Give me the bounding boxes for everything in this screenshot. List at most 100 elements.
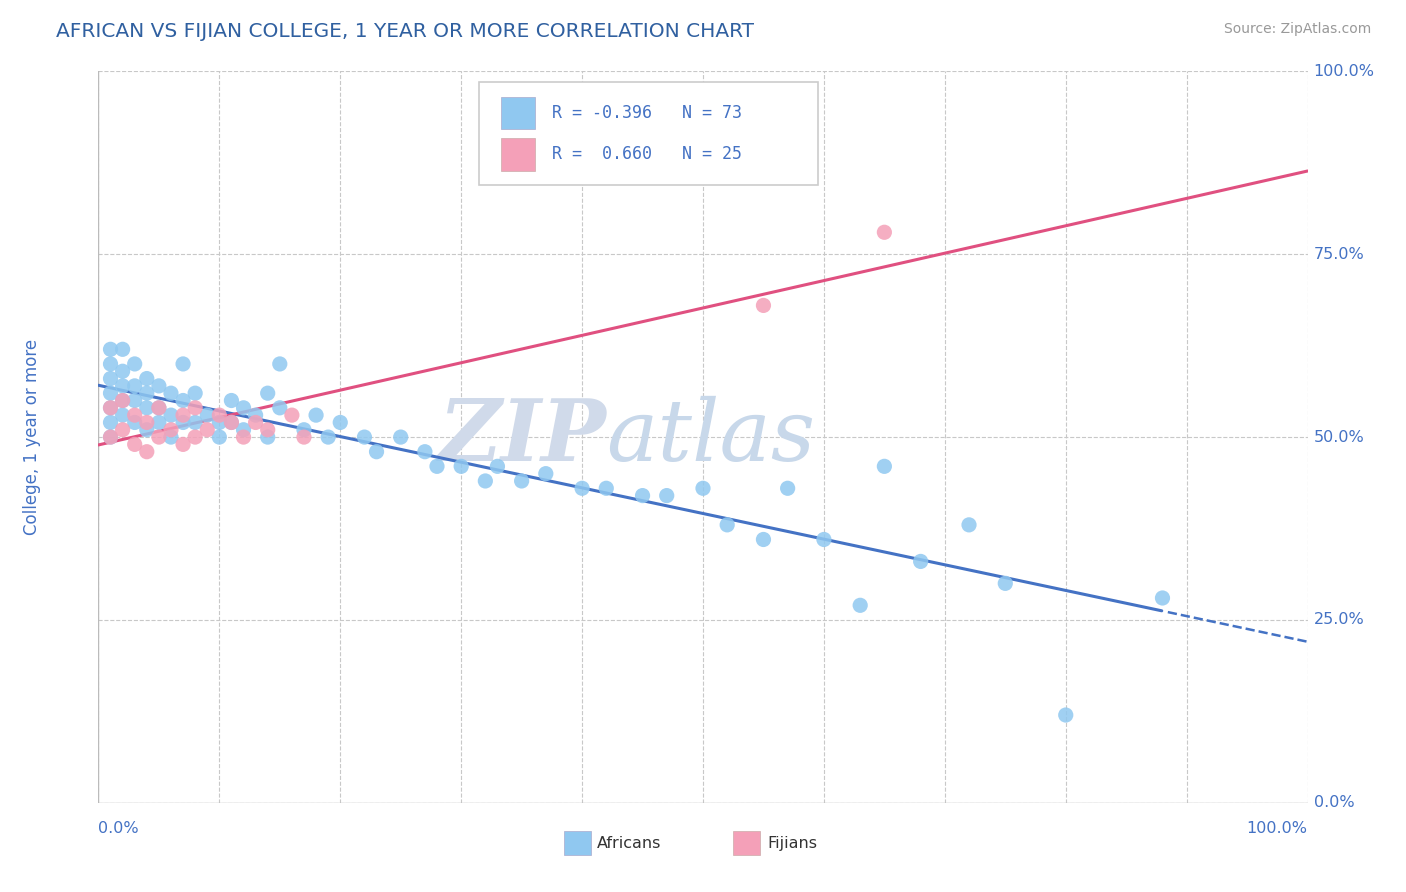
Bar [564,831,591,855]
Point [148,379,170,393]
Point [813,533,835,547]
Point [124,393,146,408]
Point [135,386,157,401]
Point [655,489,678,503]
Point [100,430,122,444]
Point [148,430,170,444]
Point [160,430,183,444]
Point [873,225,896,239]
Point [474,474,496,488]
Point [232,430,254,444]
Point [111,364,134,378]
Text: Fijians: Fijians [768,836,817,851]
Bar [501,138,534,170]
Point [100,357,122,371]
Text: Source: ZipAtlas.com: Source: ZipAtlas.com [1223,22,1371,37]
Point [100,343,122,357]
Point [184,386,207,401]
Point [1054,708,1077,723]
Point [245,416,267,430]
Text: College, 1 year or more: College, 1 year or more [22,339,41,535]
Point [776,481,799,495]
Point [124,379,146,393]
Bar [501,96,534,128]
Point [849,599,872,613]
Bar [734,831,759,855]
Point [910,554,932,568]
Point [172,408,194,422]
Point [292,423,315,437]
Point [413,444,436,458]
Text: 100.0%: 100.0% [1313,64,1375,78]
Point [305,408,328,422]
Point [692,481,714,495]
Point [135,444,157,458]
Point [329,416,352,430]
Point [957,517,980,532]
Point [281,408,304,422]
Text: R = -0.396   N = 73: R = -0.396 N = 73 [553,103,742,121]
Point [366,444,388,458]
Point [221,416,243,430]
Point [172,393,194,408]
Point [486,459,509,474]
Point [124,416,146,430]
Point [100,401,122,415]
Point [232,401,254,415]
Point [135,423,157,437]
Point [221,393,243,408]
Point [256,386,278,401]
Point [184,416,207,430]
Point [100,401,122,415]
Point [111,408,134,422]
Point [221,416,243,430]
Text: 25.0%: 25.0% [1313,613,1364,627]
Point [100,386,122,401]
Point [534,467,557,481]
Text: 75.0%: 75.0% [1313,247,1364,261]
Point [135,371,157,385]
Point [269,357,291,371]
Point [994,576,1017,591]
Text: atlas: atlas [606,396,815,478]
Point [873,459,896,474]
Text: 0.0%: 0.0% [1313,796,1354,810]
Point [450,459,472,474]
Text: R =  0.660   N = 25: R = 0.660 N = 25 [553,145,742,163]
Point [184,401,207,415]
Point [389,430,412,444]
Text: 0.0%: 0.0% [98,821,139,836]
Point [160,386,183,401]
Point [100,416,122,430]
Point [752,298,775,312]
Text: ZIP: ZIP [439,395,606,479]
Point [148,416,170,430]
Point [631,489,654,503]
Point [172,357,194,371]
Point [148,401,170,415]
Point [148,401,170,415]
Point [208,408,231,422]
Point [208,430,231,444]
Point [510,474,533,488]
Point [426,459,449,474]
Point [208,416,231,430]
FancyBboxPatch shape [479,82,818,185]
Text: 100.0%: 100.0% [1247,821,1308,836]
Point [124,357,146,371]
Point [111,379,134,393]
Text: 50.0%: 50.0% [1313,430,1364,444]
Point [111,393,134,408]
Point [292,430,315,444]
Point [571,481,593,495]
Point [111,423,134,437]
Point [269,401,291,415]
Point [232,423,254,437]
Point [245,408,267,422]
Point [160,423,183,437]
Text: Africans: Africans [596,836,661,851]
Point [111,343,134,357]
Point [195,423,218,437]
Text: AFRICAN VS FIJIAN COLLEGE, 1 YEAR OR MORE CORRELATION CHART: AFRICAN VS FIJIAN COLLEGE, 1 YEAR OR MOR… [56,22,754,41]
Point [195,408,218,422]
